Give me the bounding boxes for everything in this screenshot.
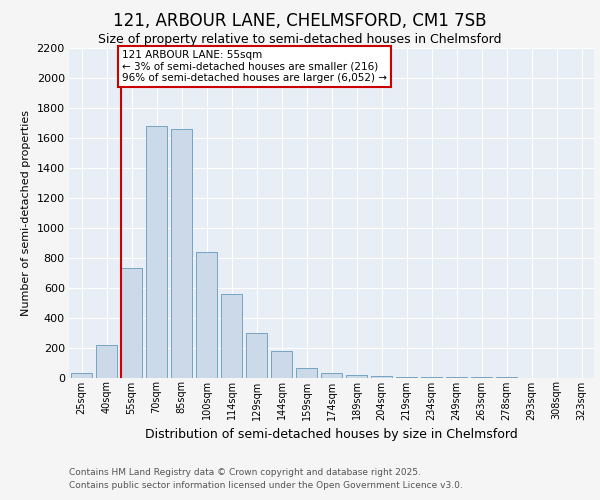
Bar [121, 268, 142, 378]
Text: 121, ARBOUR LANE, CHELMSFORD, CM1 7SB: 121, ARBOUR LANE, CHELMSFORD, CM1 7SB [113, 12, 487, 30]
Bar [71, 373, 92, 378]
Bar [196, 252, 217, 378]
Bar [271, 350, 292, 378]
Text: Contains HM Land Registry data © Crown copyright and database right 2025.: Contains HM Land Registry data © Crown c… [69, 468, 421, 477]
Y-axis label: Number of semi-detached properties: Number of semi-detached properties [21, 110, 31, 316]
Bar [371, 376, 392, 378]
Text: Size of property relative to semi-detached houses in Chelmsford: Size of property relative to semi-detach… [98, 32, 502, 46]
Bar [396, 377, 417, 378]
X-axis label: Distribution of semi-detached houses by size in Chelmsford: Distribution of semi-detached houses by … [145, 428, 518, 441]
Bar [346, 374, 367, 378]
Text: Contains public sector information licensed under the Open Government Licence v3: Contains public sector information licen… [69, 480, 463, 490]
Bar [246, 333, 267, 378]
Bar [96, 344, 117, 378]
Bar [221, 294, 242, 378]
Bar [321, 373, 342, 378]
Text: 121 ARBOUR LANE: 55sqm
← 3% of semi-detached houses are smaller (216)
96% of sem: 121 ARBOUR LANE: 55sqm ← 3% of semi-deta… [122, 50, 387, 83]
Bar [296, 368, 317, 378]
Bar [146, 126, 167, 378]
Bar [171, 128, 192, 378]
